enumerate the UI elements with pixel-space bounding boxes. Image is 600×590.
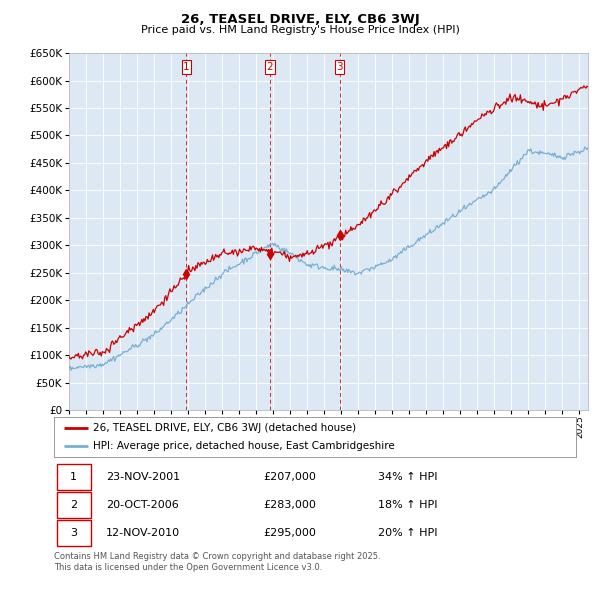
Text: Contains HM Land Registry data © Crown copyright and database right 2025.
This d: Contains HM Land Registry data © Crown c…	[54, 552, 380, 572]
Text: 23-NOV-2001: 23-NOV-2001	[106, 472, 181, 482]
Text: 26, TEASEL DRIVE, ELY, CB6 3WJ: 26, TEASEL DRIVE, ELY, CB6 3WJ	[181, 13, 419, 26]
Text: HPI: Average price, detached house, East Cambridgeshire: HPI: Average price, detached house, East…	[93, 441, 395, 451]
Text: £295,000: £295,000	[263, 528, 316, 538]
Text: 2: 2	[266, 62, 273, 72]
Text: 3: 3	[70, 528, 77, 538]
Text: 12-NOV-2010: 12-NOV-2010	[106, 528, 181, 538]
Text: 20-OCT-2006: 20-OCT-2006	[106, 500, 179, 510]
Text: 3: 3	[336, 62, 343, 72]
Text: £207,000: £207,000	[263, 472, 316, 482]
FancyBboxPatch shape	[56, 464, 91, 490]
Text: 2: 2	[70, 500, 77, 510]
FancyBboxPatch shape	[56, 493, 91, 517]
Text: Price paid vs. HM Land Registry's House Price Index (HPI): Price paid vs. HM Land Registry's House …	[140, 25, 460, 35]
Text: 34% ↑ HPI: 34% ↑ HPI	[377, 472, 437, 482]
Text: £283,000: £283,000	[263, 500, 316, 510]
Text: 26, TEASEL DRIVE, ELY, CB6 3WJ (detached house): 26, TEASEL DRIVE, ELY, CB6 3WJ (detached…	[93, 423, 356, 433]
FancyBboxPatch shape	[56, 520, 91, 546]
Text: 1: 1	[183, 62, 190, 72]
Text: 18% ↑ HPI: 18% ↑ HPI	[377, 500, 437, 510]
Text: 20% ↑ HPI: 20% ↑ HPI	[377, 528, 437, 538]
Text: 1: 1	[70, 472, 77, 482]
